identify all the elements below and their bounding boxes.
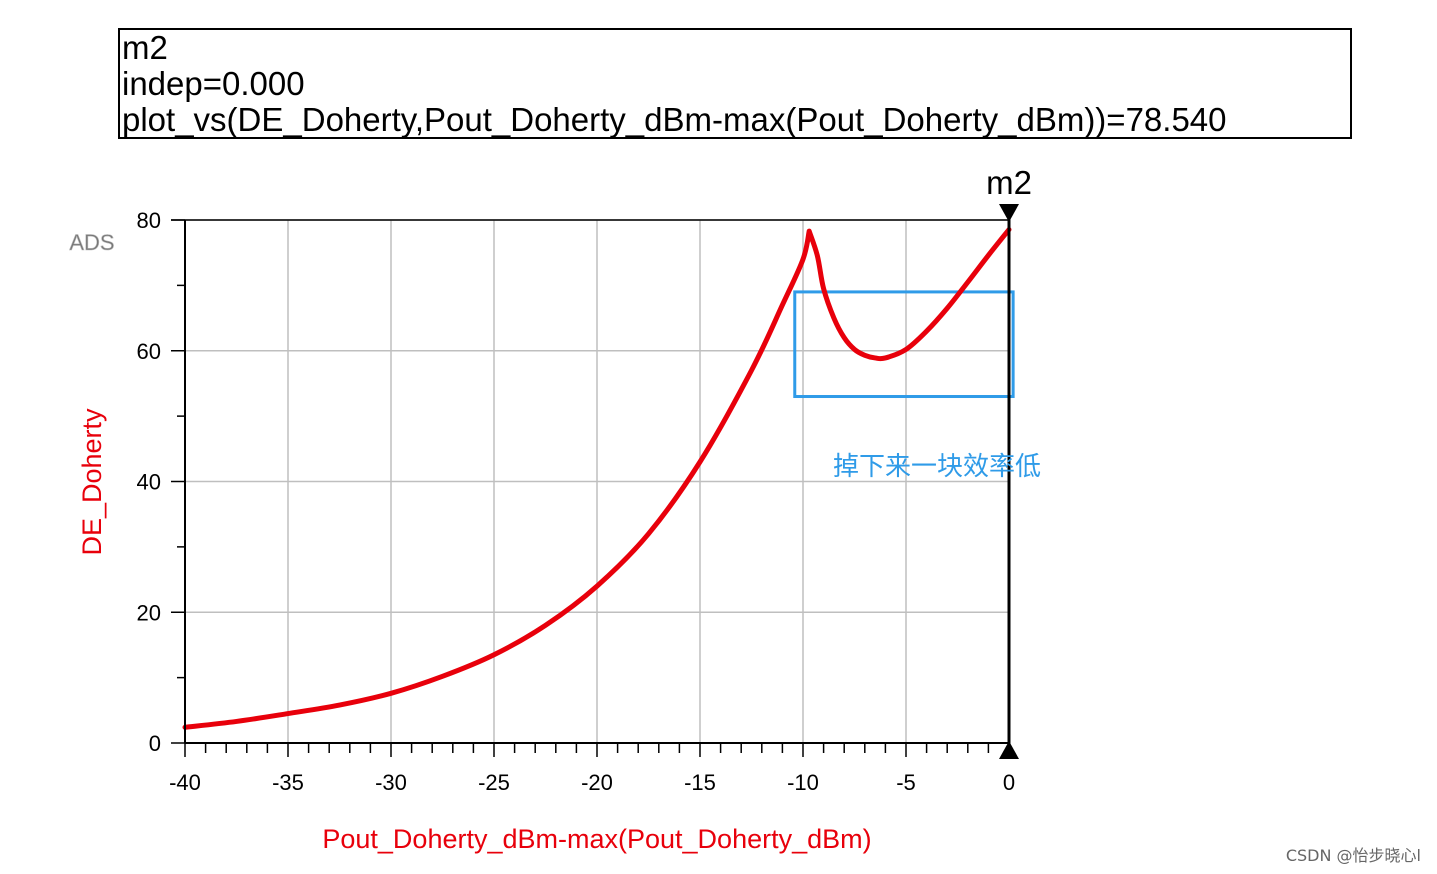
series-line-de-doherty — [182, 227, 1012, 730]
annotation-text: 掉下来一块效率低 — [833, 452, 1041, 482]
x-tick-label: -20 — [581, 770, 613, 795]
axes-frame — [171, 219, 1009, 744]
y-tick-label: 60 — [137, 339, 161, 364]
x-tick-label: -30 — [375, 770, 407, 795]
x-tick-label: 0 — [1003, 770, 1015, 795]
minor-ticks — [171, 219, 1010, 757]
ads-logo-label: ADS — [69, 230, 114, 255]
x-tick-label: -5 — [896, 770, 916, 795]
marker-name: m2 — [122, 29, 168, 66]
watermark: CSDN @怡步晓心l — [1285, 846, 1421, 865]
x-tick-label: -15 — [684, 770, 716, 795]
marker-label: m2 — [986, 164, 1032, 201]
x-axis-label: Pout_Doherty_dBm-max(Pout_Doherty_dBm) — [322, 824, 871, 854]
y-axis-label: DE_Doherty — [77, 408, 107, 556]
x-tick-label: -10 — [787, 770, 819, 795]
marker-bottom-triangle-icon — [999, 741, 1019, 759]
x-tick-label: -25 — [478, 770, 510, 795]
marker-indep: indep=0.000 — [122, 65, 305, 102]
y-tick-label: 0 — [149, 731, 161, 756]
marker-top-triangle-icon — [999, 204, 1019, 222]
y-tick-label: 40 — [137, 470, 161, 495]
marker-expression: plot_vs(DE_Doherty,Pout_Doherty_dBm-max(… — [122, 101, 1227, 138]
x-tick-labels: -40 -35 -30 -25 -20 -15 -10 -5 0 — [169, 770, 1015, 795]
marker-readout-box: m2 indep=0.000 plot_vs(DE_Doherty,Pout_D… — [118, 28, 1352, 139]
highlight-region-box — [793, 290, 1015, 399]
y-tick-label: 80 — [137, 208, 161, 233]
x-tick-label: -40 — [169, 770, 201, 795]
y-tick-labels: 0 20 40 60 80 — [137, 208, 161, 756]
x-tick-label: -35 — [272, 770, 304, 795]
y-tick-label: 20 — [137, 600, 161, 625]
